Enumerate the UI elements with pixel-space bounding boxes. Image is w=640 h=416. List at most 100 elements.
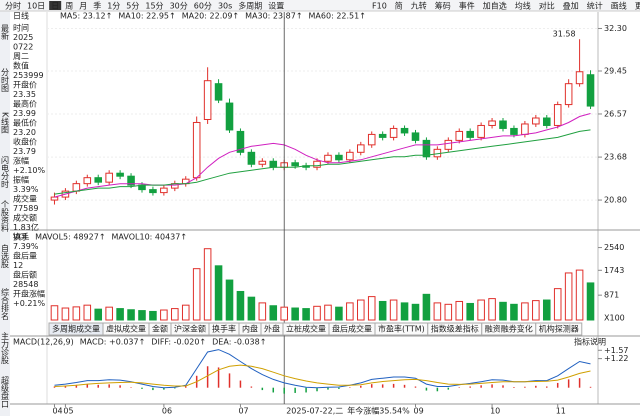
candle-body — [116, 172, 124, 177]
info-value: +2.10% — [13, 166, 46, 175]
tool-button[interactable]: 事件 — [459, 1, 475, 11]
period-button[interactable]: 日 — [51, 2, 59, 11]
indicator-tab[interactable]: 融资融券变化 — [485, 324, 533, 334]
indicator-tab[interactable]: 市盈率(TTM) — [378, 324, 425, 334]
candle-body — [335, 154, 343, 161]
sidebar-tab[interactable]: 超级盘口 — [1, 375, 10, 408]
sidebar-tab[interactable]: 主力诊股 — [1, 331, 10, 365]
macd-legend: DIFF: -0.020↑ — [151, 338, 206, 347]
indicator-tab[interactable]: 换手率 — [212, 324, 236, 334]
ma-legend: MA10: 22.95↑ — [118, 12, 175, 21]
tool-button[interactable]: F10 — [372, 2, 387, 11]
indicator-tab[interactable]: 机构探测器 — [539, 324, 579, 334]
info-value: +0.21% — [13, 299, 46, 308]
period-button[interactable]: 季 — [93, 1, 101, 11]
indicator-tab[interactable]: 金额 — [152, 324, 168, 334]
volume-legend: VOL — [13, 233, 30, 242]
x-tick-label: 06 — [162, 407, 172, 416]
volume-bar — [488, 298, 496, 321]
candle-body — [499, 120, 507, 129]
volume-bar — [444, 303, 453, 321]
period-button[interactable]: 60分 — [194, 2, 212, 11]
candle-body — [542, 117, 551, 126]
period-button[interactable]: 分时 — [5, 1, 21, 11]
candle-body — [586, 74, 595, 107]
volume-bar — [149, 310, 157, 321]
period-button[interactable]: 周 — [65, 2, 73, 11]
toolbar — [0, 0, 640, 11]
ma-legend: MA20: 22.09↑ — [182, 12, 239, 21]
period-button[interactable]: 多周期 — [238, 1, 262, 11]
volume-bar — [214, 265, 223, 321]
macd-legend: MACD: +0.037↑ — [80, 338, 146, 347]
info-value: 1.83亿 — [13, 222, 39, 232]
volume-bar — [586, 282, 595, 321]
tool-button[interactable]: 对比 — [539, 1, 555, 11]
candle-body — [192, 121, 201, 179]
period-button[interactable]: 15分 — [145, 2, 163, 11]
period-button[interactable]: 1分 — [107, 2, 120, 11]
sidebar-tab[interactable]: 个股资料 — [1, 200, 10, 233]
period-button[interactable]: 10日 — [27, 2, 45, 11]
sidebar-tab[interactable]: 最新 — [1, 24, 10, 41]
sidebar-tab[interactable]: 闪电分时 — [1, 156, 10, 188]
candle-body — [422, 139, 431, 158]
indicator-tab[interactable]: 内盘 — [242, 324, 258, 334]
info-value: 253999 — [13, 71, 44, 80]
candle-body — [564, 83, 573, 106]
tool-button[interactable]: 更多 — [635, 1, 640, 11]
tool-button[interactable]: 统计 — [587, 1, 603, 11]
candle-body — [411, 132, 420, 141]
volume-bar — [203, 248, 212, 321]
info-label: 数值 — [13, 61, 29, 71]
sidebar-tab[interactable]: 综合排名 — [1, 287, 10, 321]
sidebar-tab[interactable]: 自选股 — [1, 243, 10, 269]
info-value: 7.39% — [13, 242, 39, 251]
y-tick-label: +1.22 — [604, 354, 629, 363]
volume-bar — [269, 305, 278, 321]
period-button[interactable]: 30分 — [170, 2, 188, 11]
volume-bar — [72, 306, 81, 321]
tool-button[interactable]: 画线 — [611, 1, 627, 11]
tool-button[interactable]: 叠加 — [563, 1, 579, 11]
tool-button[interactable]: 均线 — [515, 1, 531, 11]
tool-button[interactable]: 简 — [395, 1, 403, 11]
indicator-tab[interactable]: 外盘 — [264, 324, 280, 334]
crosshair-note: 年今涨幅35.54% — [347, 406, 410, 416]
period-button[interactable]: 30s — [218, 2, 232, 11]
candle-body — [400, 127, 409, 134]
period-label: 日线 — [13, 11, 29, 21]
volume-bar — [160, 309, 168, 321]
indicator-tab[interactable]: 立桩成交量 — [286, 324, 326, 334]
candle-body — [269, 160, 278, 168]
volume-bar — [247, 296, 256, 321]
volume-bar — [105, 306, 113, 321]
candle-body — [553, 104, 562, 126]
period-button[interactable]: 设置 — [268, 1, 284, 11]
y-tick-label: 20.80 — [604, 196, 627, 205]
candle-body — [575, 71, 584, 85]
candle-body — [444, 139, 453, 150]
indicator-help[interactable]: 指标说明 — [574, 337, 606, 347]
indicator-tab[interactable]: 虚拟成交量 — [106, 324, 146, 334]
volume-bar — [225, 279, 234, 321]
indicator-tab[interactable]: 指数级差指标 — [431, 324, 479, 334]
volume-bar — [575, 269, 584, 321]
volume-bar — [411, 303, 420, 321]
candle-body — [203, 80, 212, 120]
x-tick-label: 05 — [63, 407, 73, 416]
period-button[interactable]: 5分 — [126, 2, 139, 11]
indicator-tab[interactable]: 沪深金额 — [174, 324, 206, 334]
period-button[interactable]: 月 — [79, 2, 87, 11]
candle-body — [50, 196, 59, 201]
volume-bar — [94, 308, 103, 321]
indicator-tab[interactable]: 盘后成交量 — [332, 324, 372, 334]
indicator-tab[interactable]: 多周期成交量 — [52, 324, 100, 334]
tool-button[interactable]: 筹码 — [435, 1, 451, 11]
tool-button[interactable]: 加自选 — [483, 1, 507, 11]
tool-button[interactable]: 九转 — [411, 1, 427, 11]
volume-bar — [324, 304, 332, 321]
sidebar-tab[interactable]: 分时图 — [1, 68, 10, 93]
sidebar-tab[interactable]: K线图 — [1, 112, 10, 134]
